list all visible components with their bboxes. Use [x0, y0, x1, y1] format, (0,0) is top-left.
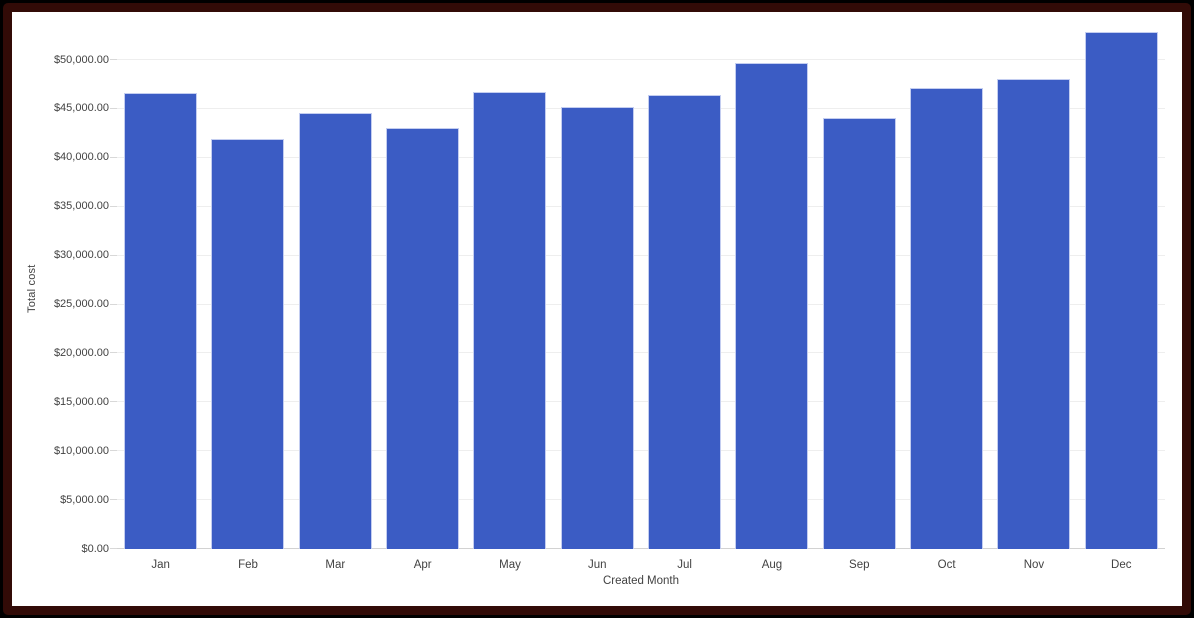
bar-slot-jul: [641, 29, 728, 549]
x-tick-label-jun: Jun: [588, 559, 607, 571]
bar-slot-jun: [554, 29, 641, 549]
y-tick-label: $20,000.00: [53, 346, 109, 359]
gridline-5000: [117, 499, 1165, 501]
y-axis-tick: [110, 548, 117, 549]
x-tick-label-oct: Oct: [937, 559, 956, 571]
gridline-30000: [117, 254, 1165, 256]
y-axis-tick: [110, 499, 117, 501]
bar-may[interactable]: [473, 92, 547, 549]
bar-apr[interactable]: [386, 128, 460, 549]
y-tick-label: $50,000.00: [53, 53, 109, 66]
gridline-25000: [117, 303, 1165, 305]
bar-sep[interactable]: [822, 118, 896, 549]
y-axis-tick: [110, 450, 117, 452]
x-tick-label-sep: Sep: [849, 559, 870, 571]
gridline-10000: [117, 450, 1165, 452]
x-tick-label-may: May: [499, 559, 521, 571]
bar-slot-aug: [728, 29, 815, 549]
x-axis-title: Created Month: [602, 575, 680, 587]
bar-slot-apr: [379, 29, 466, 549]
x-tick-label-jan: Jan: [151, 559, 170, 571]
y-tick-label: $10,000.00: [53, 444, 109, 457]
gridline-40000: [117, 156, 1165, 158]
gridline-50000: [117, 59, 1165, 60]
x-tick-label-aug: Aug: [761, 559, 783, 571]
x-axis-tick-labels: Jan Feb Mar Apr May Jun Jul Aug Sep Oct Nov Dec: [117, 558, 1165, 574]
y-tick-label: $25,000.00: [53, 298, 109, 310]
y-tick-label: $30,000.00: [53, 249, 109, 262]
x-tick-label-jul: Jul: [677, 559, 692, 571]
bar-feb[interactable]: [211, 139, 285, 549]
y-tick-label: $35,000.00: [53, 200, 109, 213]
y-axis-tick: [110, 401, 117, 403]
y-tick-label: $5,000.00: [60, 493, 109, 506]
bar-slot-sep: [816, 29, 903, 549]
x-tick-label-nov: Nov: [1023, 559, 1045, 571]
y-axis-tick: [110, 205, 117, 207]
y-tick-label: $0.00: [81, 542, 109, 555]
y-tick-label: $15,000.00: [53, 395, 109, 408]
y-axis-tick: [110, 303, 117, 305]
bar-slot-jan: [117, 29, 204, 549]
y-tick-label: $45,000.00: [53, 102, 109, 115]
bar-slot-nov: [990, 29, 1077, 549]
y-axis-tick: [110, 156, 117, 158]
y-axis-tick: [110, 254, 117, 256]
bar-series: [117, 29, 1165, 549]
y-tick-label: $40,000.00: [53, 151, 109, 164]
bar-jun[interactable]: [560, 106, 634, 549]
gridline-0: [117, 548, 1165, 549]
bar-nov[interactable]: [997, 79, 1071, 549]
bar-dec[interactable]: [1084, 31, 1158, 549]
bar-mar[interactable]: [298, 112, 372, 549]
bar-slot-feb: [204, 29, 291, 549]
x-tick-label-dec: Dec: [1111, 559, 1132, 571]
bar-jul[interactable]: [648, 95, 722, 549]
y-axis-tick: [110, 59, 117, 60]
x-tick-label-mar: Mar: [325, 559, 346, 571]
gridline-20000: [117, 352, 1165, 354]
x-tick-label-feb: Feb: [238, 559, 258, 571]
bar-slot-oct: [903, 29, 990, 549]
bar-slot-mar: [292, 29, 379, 549]
gridline-35000: [117, 205, 1165, 207]
bar-aug[interactable]: [735, 63, 809, 549]
x-tick-label-apr: Apr: [413, 559, 432, 571]
y-axis-tick: [110, 107, 117, 109]
chart-card: Total cost $0.00 $5,000.00 $10,000.00 $15,0…: [12, 12, 1182, 606]
gridline-15000: [117, 401, 1165, 403]
y-axis-tick-labels: $0.00 $5,000.00 $10,000.00 $15,000.00 $20,00…: [12, 29, 109, 555]
y-axis-tick: [110, 352, 117, 354]
gridline-45000: [117, 107, 1165, 109]
plot-area: [110, 29, 1165, 549]
bar-slot-dec: [1078, 29, 1165, 549]
bar-oct[interactable]: [910, 88, 984, 549]
bar-slot-may: [466, 29, 553, 549]
bar-jan[interactable]: [124, 93, 198, 549]
